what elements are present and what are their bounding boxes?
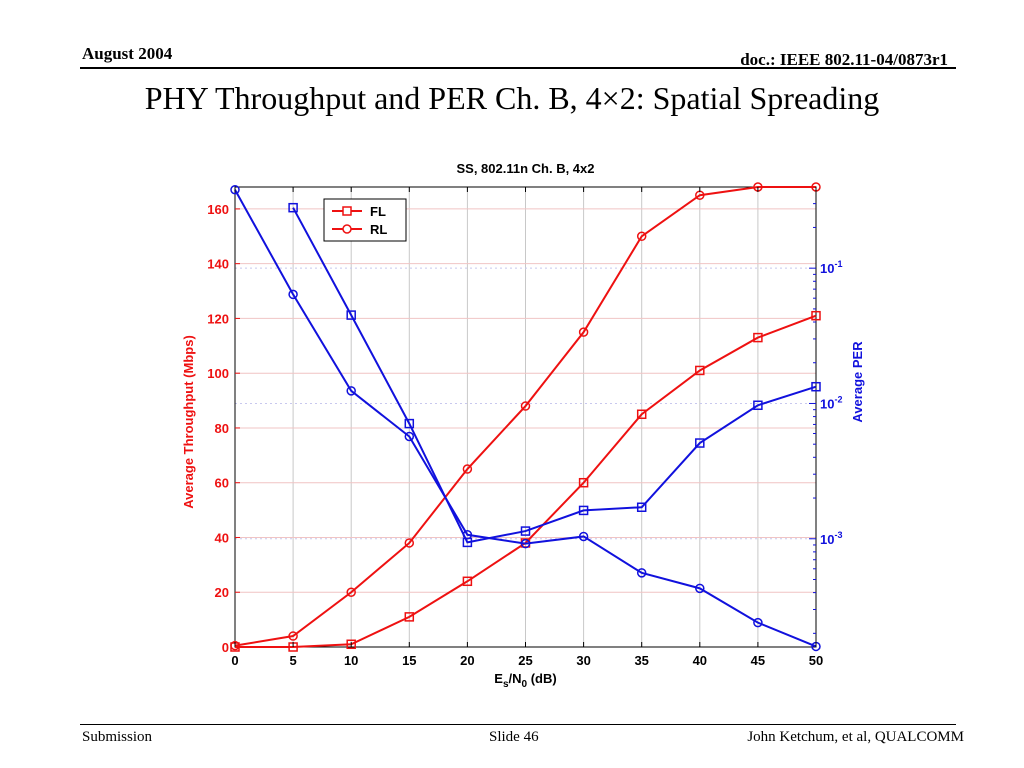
data-point-square: [753, 400, 763, 411]
series-line-left-rl: [234, 186, 816, 647]
header-divider: [80, 67, 956, 69]
y-left-tick-label: 120: [207, 311, 229, 326]
x-axis-label: Es/N0 (dB): [494, 671, 556, 690]
y-left-tick-label: 20: [215, 585, 229, 600]
data-point-circle: [346, 587, 356, 597]
data-point-circle: [636, 231, 647, 242]
legend-label: FL: [370, 204, 386, 219]
y-right-tick-label: 10-2: [820, 394, 842, 411]
chart-title: SS, 802.11n Ch. B, 4x2: [456, 161, 594, 176]
legend: FL RL: [323, 198, 407, 242]
x-tick-label: 30: [576, 653, 590, 668]
data-point-circle: [288, 631, 298, 641]
y-left-tick-label: 100: [207, 366, 229, 381]
data-point-circle: [636, 568, 647, 578]
footer-author: John Ketchum, et al, QUALCOMM: [747, 729, 964, 745]
data-point-circle: [230, 640, 240, 651]
legend-label: RL: [370, 222, 387, 237]
series-line-right-fl: [292, 207, 817, 544]
data-point-square: [811, 310, 821, 321]
y-left-tick-label: 160: [207, 202, 229, 217]
data-point-square: [346, 310, 356, 320]
y-right-tick-label: 10-1: [820, 259, 842, 276]
y-axis-left-label: Average Throughput (Mbps): [181, 335, 196, 509]
legend-box: [323, 198, 407, 242]
y-right-tick-label: 10-3: [820, 530, 842, 547]
x-tick-label: 50: [809, 653, 823, 668]
data-point-square: [520, 526, 531, 536]
x-tick-label: 45: [751, 653, 765, 668]
series-line-right-rl: [234, 189, 817, 648]
doc-id: doc.: IEEE 802.11-04/0873r1: [740, 50, 948, 69]
data-point-square: [346, 639, 356, 650]
data-point-square: [636, 502, 647, 512]
x-tick-label: 20: [460, 653, 474, 668]
footer-slide-number: Slide 46: [489, 729, 539, 745]
grid: [234, 187, 817, 648]
data-point-circle: [230, 184, 240, 195]
x-tick-label: 35: [634, 653, 648, 668]
data-point-square: [404, 418, 415, 429]
data-point-circle: [404, 538, 415, 548]
legend-marker-square: [342, 206, 352, 216]
x-tick-label: 10: [344, 653, 358, 668]
data-point-circle: [753, 617, 763, 628]
y-left-tick-label: 40: [215, 530, 229, 545]
slide-date: August 2004: [82, 44, 173, 63]
data-point-circle: [578, 327, 589, 337]
y-left-tick-label: 80: [215, 421, 229, 436]
data-point-circle: [695, 583, 705, 594]
data-point-circle: [578, 531, 589, 542]
footer-divider: [80, 724, 956, 725]
x-tick-label: 25: [518, 653, 532, 668]
x-tick-label: 40: [693, 653, 707, 668]
data-point-square: [695, 365, 705, 376]
data-point-circle: [462, 530, 473, 540]
y-left-tick-label: 0: [222, 640, 229, 655]
x-tick-label: 0: [231, 653, 238, 668]
data-point-square: [578, 477, 589, 488]
y-axis-right-label: Average PER: [850, 341, 865, 423]
data-point-circle: [520, 401, 531, 411]
data-point-square: [462, 576, 473, 587]
data-point-square: [578, 505, 589, 516]
data-point-circle: [462, 464, 473, 474]
data-point-circle: [520, 538, 531, 549]
x-tick-label: 15: [402, 653, 416, 668]
data-point-square: [636, 409, 647, 420]
footer-submission: Submission: [82, 729, 153, 745]
x-tick-label: 5: [289, 653, 296, 668]
data-point-circle: [346, 386, 356, 396]
legend-marker-circle: [342, 224, 352, 234]
data-point-square: [404, 612, 415, 622]
y-left-tick-label: 140: [207, 257, 229, 272]
data-point-circle: [288, 289, 298, 300]
data-point-square: [288, 202, 298, 213]
data-point-square: [695, 438, 705, 448]
chart: 0 5 10 15 20 25 30 35 40 45 50 0 20 40 60 80 100 120 140 16…: [181, 161, 865, 690]
y-left-tick-label: 60: [215, 476, 229, 491]
axes: 0 5 10 15 20 25 30 35 40 45 50 0 20 40 60 80 100 120 140 16…: [207, 187, 842, 668]
data-point-square: [753, 332, 763, 343]
data-point-circle: [404, 431, 415, 442]
data-point-square: [811, 381, 821, 392]
series-layer: [230, 182, 821, 652]
slide-title: PHY Throughput and PER Ch. B, 4×2: Spati…: [144, 80, 880, 116]
